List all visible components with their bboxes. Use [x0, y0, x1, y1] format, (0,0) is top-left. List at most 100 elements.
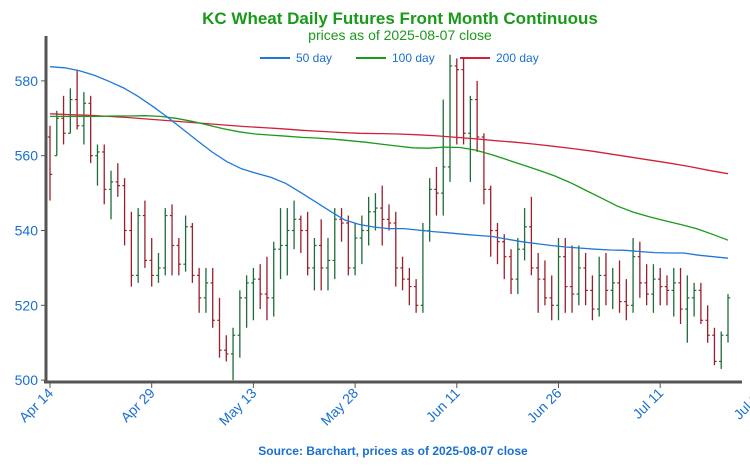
ohlc-bar: [488, 185, 493, 257]
ohlc-bar: [149, 237, 154, 287]
ohlc-bar: [535, 252, 541, 313]
ohlc-bar: [529, 196, 534, 276]
x-tick-label: May 28: [317, 385, 361, 429]
ohlc-bar: [61, 95, 66, 145]
ohlc-bar: [447, 54, 453, 182]
ohlc-bar: [671, 267, 676, 317]
ohlc-bar: [129, 211, 134, 287]
ohlc-bar: [637, 241, 643, 298]
ohlc-bar: [515, 237, 521, 295]
ohlc-bar: [407, 267, 412, 306]
ohlc-bar: [658, 267, 663, 306]
x-tick-label: Jul 11: [629, 385, 666, 422]
ohlc-bar: [305, 211, 310, 276]
x-tick-label: May 13: [216, 385, 260, 429]
ohlc-bar: [285, 208, 290, 276]
ohlc-bar: [522, 208, 527, 261]
ohlc-bar: [441, 99, 446, 216]
x-tick-label: Jun 11: [423, 385, 463, 425]
ohlc-bar: [393, 211, 398, 287]
ohlc-bar: [196, 267, 202, 313]
ohlc-bar: [359, 215, 365, 265]
ohlc-bar: [705, 305, 710, 343]
ohlc-bar: [251, 267, 256, 321]
ohlc-bar: [203, 267, 209, 313]
ohlc-bar: [271, 241, 276, 317]
ohlc-bar: [278, 208, 283, 280]
ohlc-bar: [142, 200, 148, 268]
ohlc-bar: [319, 219, 324, 291]
ohlc-bar: [678, 267, 683, 325]
ohlc-bar: [386, 204, 392, 231]
ohlc-bar: [264, 256, 270, 321]
ohlc-bar: [617, 260, 622, 313]
ohlc-bar: [244, 275, 249, 328]
ohlc-bar: [115, 163, 120, 197]
ohlc-bar: [210, 267, 215, 328]
ohlc-bar: [380, 185, 385, 246]
ohlc-bar: [332, 208, 337, 280]
ohlc-bar: [590, 275, 595, 321]
ohlc-bar: [624, 279, 629, 321]
ohlc-bar: [691, 282, 697, 317]
ohlc-bar: [373, 193, 378, 231]
ohlc-bar: [217, 297, 222, 358]
ohlc-bar: [664, 275, 670, 306]
ohlc-bar: [454, 58, 459, 145]
ohlc-bar: [122, 178, 127, 246]
ohlc-bar: [163, 208, 168, 276]
ohlc-bar: [712, 327, 717, 366]
ma-100-line: [50, 115, 729, 241]
ohlc-bar: [603, 252, 609, 306]
ohlc-bar: [563, 237, 568, 313]
ohlc-bar: [169, 204, 175, 276]
ohlc-bar: [719, 331, 724, 369]
ohlc-bar: [135, 208, 141, 283]
ohlc-bar: [183, 215, 188, 272]
ohlc-bar: [576, 245, 582, 306]
ohlc-bar: [47, 125, 53, 201]
y-axis-ticks: 500 520 540 560 580: [15, 73, 46, 388]
y-tick-label: 580: [15, 73, 39, 89]
x-tick-label: Jul 25: [730, 385, 750, 423]
ohlc-bar: [339, 208, 344, 242]
legend-label-100day: 100 day: [392, 51, 435, 65]
ohlc-bar: [630, 237, 636, 313]
ohlc-bar: [474, 80, 480, 152]
x-tick-label: Apr 14: [16, 385, 57, 426]
y-tick-label: 520: [15, 297, 39, 313]
chart-title: KC Wheat Daily Futures Front Month Conti…: [202, 9, 598, 28]
ohlc-bar: [420, 223, 426, 313]
chart-subtitle: prices as of 2025-08-07 close: [308, 27, 492, 43]
legend: 50 day 100 day 200 day: [260, 51, 539, 65]
y-tick-label: 500: [15, 372, 39, 388]
ohlc-bar: [644, 264, 649, 306]
ohlc-bar: [542, 260, 548, 306]
ma-200-line: [49, 113, 729, 175]
x-tick-label: Apr 29: [117, 385, 158, 426]
ohlc-bar: [596, 256, 602, 317]
ohlc-bar: [610, 267, 615, 310]
ohlc-bar: [176, 237, 182, 276]
ohlc-bar: [366, 196, 371, 246]
ohlc-bar: [68, 88, 73, 134]
ohlc-bar: [434, 166, 439, 216]
ohlc-bar: [291, 200, 297, 250]
ohlc-bar: [651, 264, 656, 313]
legend-label-50day: 50 day: [296, 51, 332, 65]
ohlc-bar: [81, 92, 87, 145]
ohlc-bar: [481, 133, 487, 205]
ohlc-bar: [685, 275, 690, 343]
source-note: Source: Barchart, prices as of 2025-08-0…: [258, 444, 528, 458]
ohlc-bar: [102, 144, 107, 205]
ohlc-bar: [237, 290, 243, 358]
ohlc-bar: [325, 237, 331, 291]
ohlc-bar: [230, 327, 236, 381]
ohlc-bar: [108, 170, 114, 220]
ohlc-bar: [583, 252, 588, 306]
ohlc-bar: [569, 245, 575, 313]
ohlc-bar: [556, 237, 561, 321]
ohlc-bar: [461, 58, 466, 145]
ohlc-bar: [508, 249, 514, 295]
